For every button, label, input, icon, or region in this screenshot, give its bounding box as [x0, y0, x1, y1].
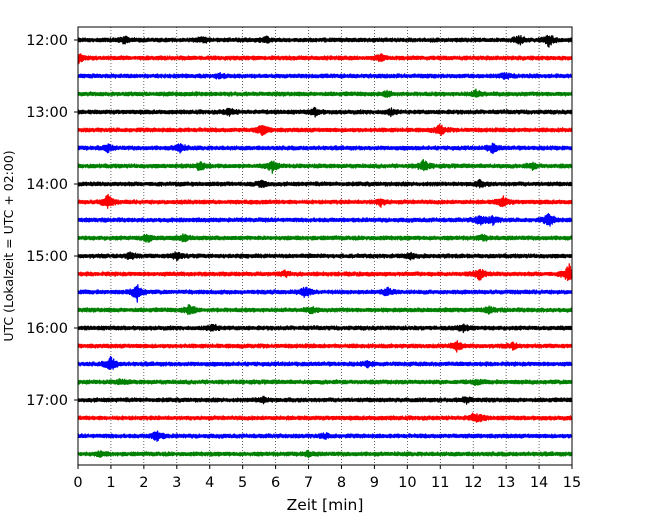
trace-line	[77, 106, 573, 118]
y-tick-label: 17:00	[26, 393, 68, 409]
x-tick-label: 0	[73, 475, 82, 491]
trace-line	[77, 449, 573, 459]
trace-line	[77, 233, 573, 243]
plot-frame	[77, 26, 573, 466]
y-tick-label: 14:00	[26, 177, 68, 193]
x-tick-label: 2	[139, 475, 148, 491]
y-axis: 12:00 13:00 14:00 15:00 16:00 17:00	[26, 33, 78, 409]
y-tick-label: 13:00	[26, 105, 68, 121]
trace-line	[77, 251, 573, 262]
y-axis-label: UTC (Lokalzeit = UTC + 02:00)	[1, 150, 16, 341]
trace-line	[77, 323, 573, 334]
x-axis: 0 1 2 3 4 5 6 7 8 9 10 11 12 13 14 15	[73, 465, 581, 491]
trace-line	[77, 355, 573, 370]
x-tick-label: 13	[497, 475, 515, 491]
x-tick-label: 11	[431, 475, 449, 491]
x-tick-label: 3	[172, 475, 181, 491]
x-tick-label: 12	[464, 475, 482, 491]
x-tick-label: 1	[106, 475, 115, 491]
trace-line	[77, 123, 573, 137]
trace-line	[77, 340, 573, 353]
trace-line	[77, 212, 573, 227]
y-tick-label: 12:00	[26, 33, 68, 49]
x-tick-label: 15	[563, 475, 581, 491]
trace-line	[77, 158, 573, 174]
trace-line	[77, 193, 573, 209]
trace-line	[77, 178, 573, 189]
vertical-grid	[110, 27, 540, 465]
x-tick-label: 9	[370, 475, 379, 491]
trace-group	[77, 34, 573, 459]
x-tick-label: 4	[205, 475, 214, 491]
trace-line	[77, 53, 573, 65]
trace-line	[77, 72, 573, 81]
trace-line	[77, 284, 573, 303]
trace-line	[77, 304, 573, 316]
trace-line	[77, 378, 573, 386]
y-tick-label: 16:00	[26, 321, 68, 337]
trace-line	[77, 395, 573, 405]
trace-line	[77, 88, 573, 98]
x-tick-label: 14	[530, 475, 548, 491]
x-tick-label: 6	[271, 475, 280, 491]
trace-line	[77, 263, 573, 282]
x-axis-label: Zeit [min]	[287, 496, 364, 514]
x-tick-label: 7	[304, 475, 313, 491]
x-tick-label: 8	[337, 475, 346, 491]
trace-line	[77, 142, 573, 155]
x-tick-label: 5	[238, 475, 247, 491]
trace-line	[77, 34, 573, 48]
x-tick-label: 10	[398, 475, 416, 491]
y-tick-label: 15:00	[26, 249, 68, 265]
trace-line	[77, 412, 573, 423]
trace-line	[77, 430, 573, 442]
